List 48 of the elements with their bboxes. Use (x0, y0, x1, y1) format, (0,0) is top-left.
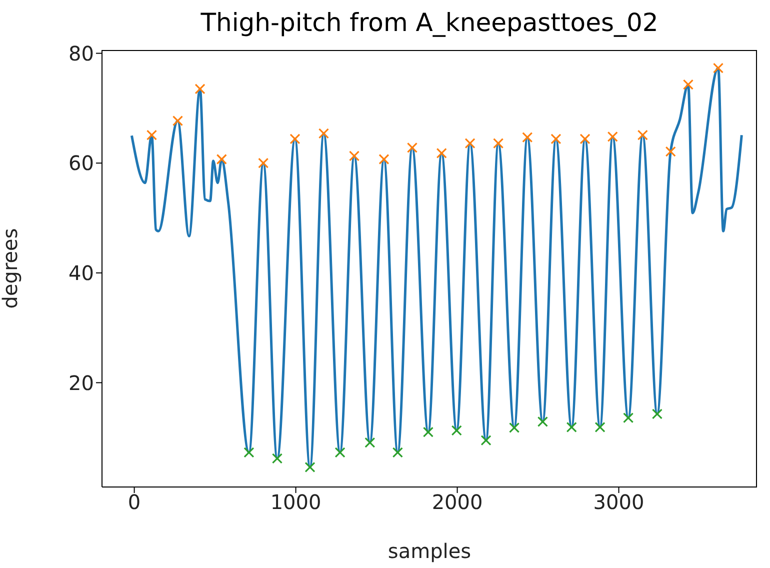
y-tick-label: 20 (68, 370, 94, 395)
point (244, 447, 254, 458)
point (637, 130, 648, 140)
point (522, 132, 533, 143)
x-axis-title: samples (388, 539, 472, 563)
x-tick-label: 2000 (432, 490, 483, 514)
y-tick-label: 40 (68, 260, 94, 285)
line-series (130, 66, 743, 468)
point (258, 158, 269, 168)
point (194, 84, 206, 94)
point (146, 130, 158, 140)
x-tick-label: 0 (128, 490, 141, 514)
point (451, 425, 462, 436)
point (318, 128, 330, 139)
y-tick-label: 80 (68, 41, 94, 66)
point (290, 134, 300, 144)
point (652, 408, 662, 420)
point (665, 146, 676, 157)
point (378, 154, 390, 165)
y-axis-title: degrees (0, 228, 22, 309)
point (364, 437, 376, 448)
point (712, 62, 724, 74)
y-tick-label: 60 (68, 151, 94, 176)
point (406, 142, 418, 154)
x-tick-label: 1000 (270, 490, 322, 514)
point (607, 131, 618, 142)
point (682, 79, 694, 90)
point (566, 422, 577, 432)
point (436, 148, 447, 159)
point (594, 422, 606, 432)
point (622, 412, 634, 424)
point (480, 435, 492, 446)
point (216, 154, 227, 165)
point (537, 416, 548, 427)
point (508, 422, 520, 434)
point (580, 134, 590, 144)
point (304, 462, 316, 473)
x-tick-label: 3000 (593, 490, 644, 514)
point (422, 426, 434, 438)
point (392, 447, 403, 458)
point (492, 138, 504, 149)
point (464, 138, 476, 149)
point (272, 453, 283, 464)
point (334, 447, 346, 458)
chart-title: Thigh-pitch from A_kneepasttoes_02 (200, 8, 660, 37)
point (550, 134, 562, 144)
point (172, 116, 184, 126)
point (348, 150, 360, 162)
